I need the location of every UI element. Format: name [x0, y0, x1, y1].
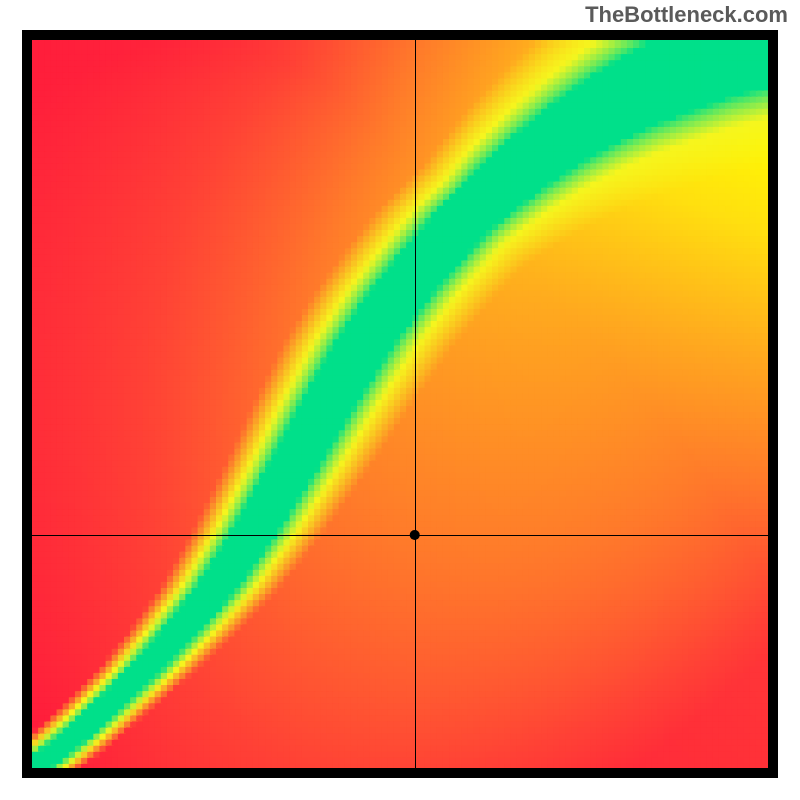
watermark-text: TheBottleneck.com — [585, 2, 788, 28]
heatmap-plot — [22, 30, 778, 778]
heatmap-canvas — [32, 40, 768, 768]
